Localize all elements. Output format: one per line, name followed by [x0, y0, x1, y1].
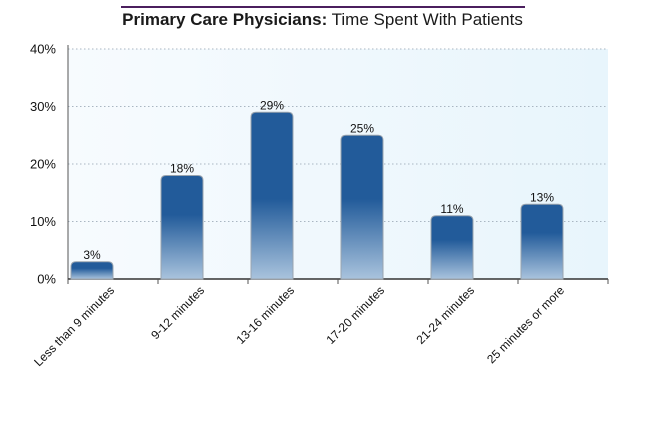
y-tick-label: 20% [30, 157, 56, 172]
title-rule [121, 6, 525, 8]
x-tick-label: 9-12 minutes [148, 283, 207, 342]
y-tick-label: 40% [30, 42, 56, 57]
x-tick-label: 13-16 minutes [233, 283, 297, 347]
bar [70, 261, 114, 280]
bar [250, 111, 294, 280]
x-tick-label: 21-24 minutes [413, 283, 477, 347]
x-tick-label: 25 minutes or more [484, 283, 567, 366]
chart-title-rest: Time Spent With Patients [327, 10, 523, 29]
data-label: 3% [83, 248, 101, 262]
bar [160, 175, 204, 280]
data-label: 25% [350, 121, 374, 135]
bar [520, 203, 564, 280]
data-label: 29% [260, 98, 284, 112]
data-label: 11% [440, 202, 463, 216]
y-tick-label: 0% [37, 272, 56, 287]
data-label: 18% [170, 162, 194, 176]
bar [430, 215, 474, 280]
x-tick-label: Less than 9 minutes [31, 283, 117, 369]
y-tick-label: 30% [30, 99, 56, 114]
data-label: 13% [530, 190, 554, 204]
chart-title: Primary Care Physicians: Time Spent With… [0, 10, 645, 30]
chart-title-bold: Primary Care Physicians: [122, 10, 328, 29]
bar [340, 134, 384, 280]
plot-area [68, 49, 608, 279]
y-tick-label: 10% [30, 214, 56, 229]
x-tick-label: 17-20 minutes [323, 283, 387, 347]
